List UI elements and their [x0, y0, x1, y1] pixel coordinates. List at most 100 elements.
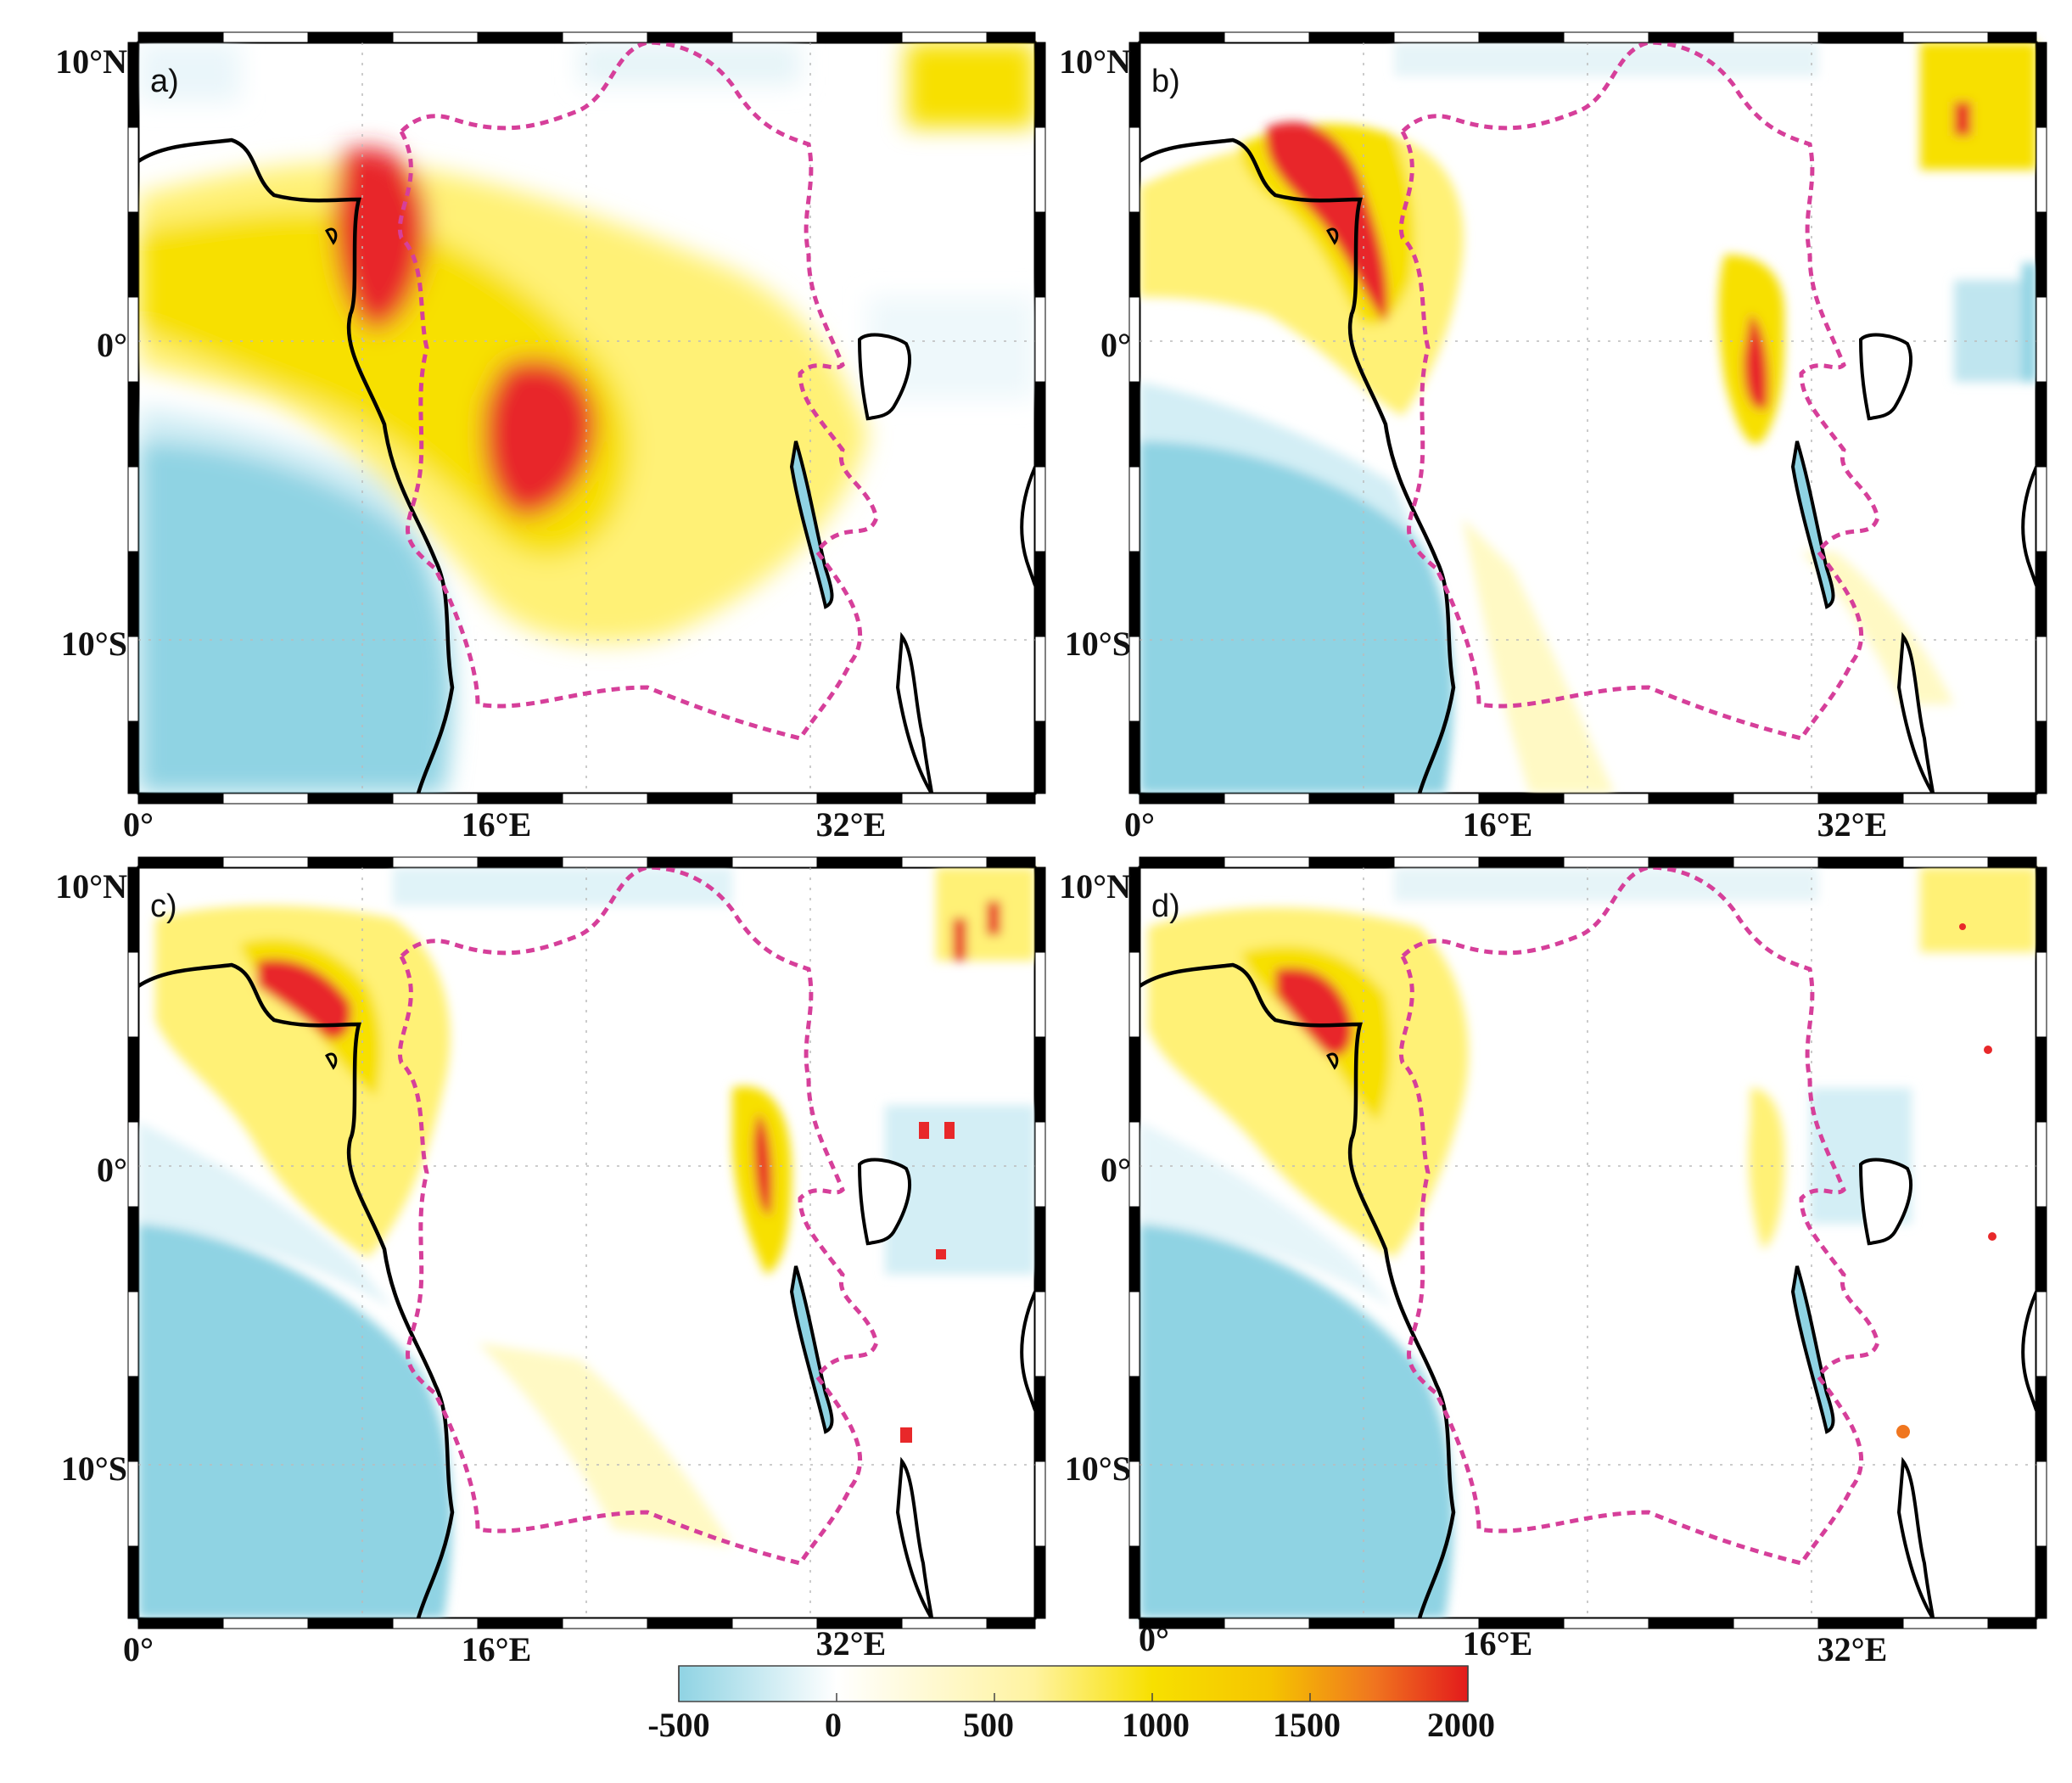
lon-label-0: 0° — [123, 1630, 154, 1668]
lon-label-16e: 16°E — [1463, 805, 1533, 844]
panel-c: c) — [137, 865, 1037, 1625]
frame-segment — [1902, 856, 1989, 868]
panel-a-field — [138, 42, 1035, 793]
frame-segment — [2036, 720, 2047, 794]
frame-segment — [1139, 856, 1225, 868]
frame-segment — [1478, 856, 1565, 868]
coastline — [137, 962, 455, 1619]
frame-segment — [986, 31, 1036, 43]
frame-segment — [2036, 42, 2047, 128]
frame-segment — [1224, 793, 1310, 805]
frame-segment — [222, 793, 309, 805]
frame-segment — [127, 42, 139, 128]
basin-boundary — [1398, 865, 1880, 1566]
frame-segment — [1733, 1618, 1819, 1629]
frame-segment — [1034, 720, 1046, 794]
lon-label-16e: 16°E — [1463, 1624, 1533, 1662]
frame-segment — [1733, 793, 1819, 805]
frame-segment — [127, 1121, 139, 1208]
frame-segment — [1308, 31, 1395, 43]
colorbar-tick-label: -500 — [647, 1706, 709, 1744]
frame-segment — [1128, 551, 1140, 637]
frame-segment — [127, 551, 139, 637]
lon-label-32e: 32°E — [1817, 1630, 1888, 1668]
panel-label: b) — [1151, 64, 1180, 99]
frame-segment — [127, 1206, 139, 1292]
frame-segment — [1034, 466, 1046, 552]
colorbar-tick-label: 1500 — [1273, 1706, 1341, 1744]
frame-segment — [127, 866, 139, 953]
colorbar-tick-label: 1000 — [1122, 1706, 1190, 1744]
frame-segment — [1648, 1618, 1734, 1629]
frame-segment — [2036, 1461, 2047, 1547]
frame-segment — [1034, 1376, 1046, 1462]
lat-label-0: 0° — [1100, 326, 1131, 364]
frame-segment — [222, 1618, 309, 1629]
frame-segment — [1034, 1036, 1046, 1123]
frame-segment — [1648, 793, 1734, 805]
frame-segment — [1393, 856, 1480, 868]
lat-label-10n: 10°N — [55, 42, 127, 81]
panel-label: c) — [150, 889, 177, 924]
frame-segment — [127, 1461, 139, 1547]
panel-a: a) — [137, 42, 1035, 793]
coastline — [1138, 137, 1456, 794]
frame-segment — [1563, 856, 1649, 868]
frame-segment — [2036, 1121, 2047, 1208]
frame-segment — [392, 793, 479, 805]
frame-segment — [986, 856, 1036, 868]
frame-segment — [137, 1618, 224, 1629]
frame-segment — [1128, 126, 1140, 213]
lat-label-0: 0° — [97, 1151, 127, 1189]
frame-segment — [2036, 1206, 2047, 1292]
frame-segment — [1034, 1461, 1046, 1547]
frame-segment — [1128, 1036, 1140, 1123]
frame-segment — [127, 636, 139, 722]
frame-segment — [731, 1618, 818, 1629]
frame-segment — [562, 1618, 648, 1629]
frame-segment — [477, 856, 563, 868]
frame-segment — [1563, 793, 1649, 805]
frame-segment — [1733, 856, 1819, 868]
frame-segment — [1034, 126, 1046, 213]
frame-segment — [1224, 856, 1310, 868]
frame-segment — [2036, 1376, 2047, 1462]
frame-segment — [1817, 1618, 1904, 1629]
lat-label-10s: 10°S — [1065, 1449, 1131, 1488]
frame-segment — [1224, 31, 1310, 43]
frame-segment — [1478, 31, 1565, 43]
basin-boundary — [1398, 40, 1880, 741]
panel-d: d) — [1138, 865, 2038, 1625]
lat-label-0: 0° — [97, 326, 127, 364]
lat-label-10n: 10°N — [1059, 42, 1131, 81]
panel-c-field — [137, 865, 1037, 1625]
frame-segment — [1817, 31, 1904, 43]
frame-segment — [307, 1618, 394, 1629]
frame-segment — [1139, 31, 1225, 43]
frame-segment — [392, 856, 479, 868]
frame-segment — [127, 296, 139, 383]
frame-segment — [392, 1618, 479, 1629]
panel-b: b) — [1138, 40, 2038, 800]
frame-segment — [1139, 793, 1225, 805]
frame-segment — [1034, 636, 1046, 722]
frame-segment — [1128, 381, 1140, 468]
frame-segment — [1128, 211, 1140, 298]
frame-segment — [2036, 551, 2047, 637]
frame-segment — [222, 856, 309, 868]
colorbar-gradient — [678, 1665, 1469, 1702]
frame-segment — [1128, 720, 1140, 794]
frame-segment — [1987, 856, 2037, 868]
frame-segment — [127, 951, 139, 1038]
frame-segment — [1128, 1376, 1140, 1462]
frame-segment — [986, 793, 1036, 805]
frame-segment — [222, 31, 309, 43]
coastline — [1138, 962, 1456, 1619]
frame-segment — [137, 856, 224, 868]
frame-segment — [2036, 1036, 2047, 1123]
frame-segment — [1128, 466, 1140, 552]
frame-segment — [307, 856, 394, 868]
frame-segment — [562, 856, 648, 868]
colorbar-tick-label: 0 — [825, 1706, 842, 1744]
